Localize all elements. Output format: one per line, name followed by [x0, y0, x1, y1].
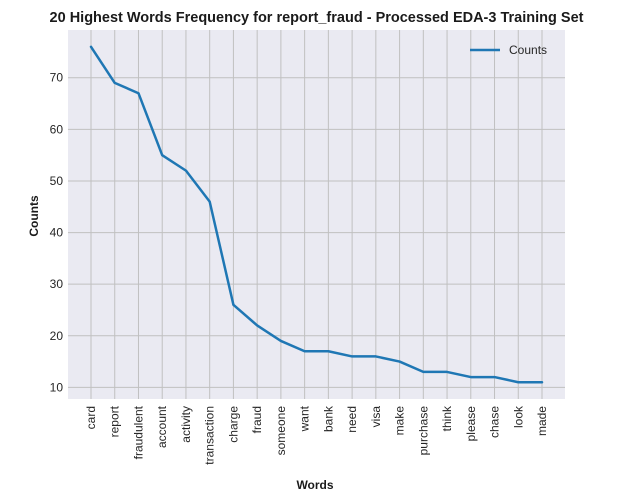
y-tick-label: 60: [50, 122, 64, 136]
x-tick-label-need: need: [345, 406, 359, 433]
x-tick-label-make: make: [393, 406, 407, 436]
x-tick-label-card: card: [84, 406, 98, 429]
series-line-counts: [89, 45, 544, 384]
x-tick-label-activity: activity: [179, 406, 193, 443]
x-tick-label-think: think: [440, 405, 454, 431]
x-tick-label-charge: charge: [226, 406, 240, 443]
y-axis-label: Counts: [27, 195, 41, 237]
x-tick-label-look: look: [511, 405, 525, 428]
x-tick-label-transaction: transaction: [203, 406, 217, 465]
series-group: [89, 45, 544, 384]
x-tick-label-fraud: fraud: [250, 406, 264, 433]
legend-label-counts: Counts: [509, 43, 547, 57]
x-tick-label-purchase: purchase: [416, 406, 430, 456]
x-tick-label-report: report: [108, 405, 122, 437]
y-axis: 10 20 30 40 50 60 70: [50, 71, 64, 395]
y-tick-label: 10: [50, 380, 64, 394]
plot-area: [68, 30, 565, 399]
y-tick-label: 20: [50, 329, 64, 343]
chart-title: 20 Highest Words Frequency for report_fr…: [50, 10, 584, 26]
x-tick-label-want: want: [298, 405, 312, 432]
x-tick-label-someone: someone: [274, 406, 288, 456]
x-tick-label-made: made: [535, 406, 549, 436]
y-tick-label: 30: [50, 277, 64, 291]
x-axis-label: Words: [296, 478, 333, 492]
x-tick-label-please: please: [464, 406, 478, 442]
x-axis: card report fraudulent account activity trans…: [84, 405, 549, 465]
x-tick-label-bank: bank: [321, 405, 335, 432]
grid-lines: [68, 30, 565, 399]
y-tick-label: 50: [50, 174, 64, 188]
y-tick-label: 70: [50, 71, 64, 85]
x-tick-label-chase: chase: [488, 406, 502, 438]
x-tick-label-visa: visa: [369, 406, 383, 428]
legend: Counts: [470, 43, 547, 57]
y-tick-label: 40: [50, 226, 64, 240]
x-tick-label-account: account: [155, 405, 169, 448]
x-tick-label-fraudulent: fraudulent: [131, 405, 145, 459]
